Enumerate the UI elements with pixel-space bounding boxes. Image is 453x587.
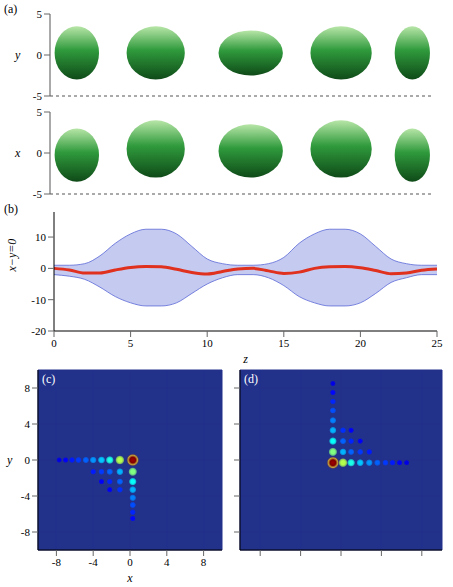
- svg-text:-8: -8: [52, 556, 62, 568]
- svg-text:5: 5: [37, 8, 43, 20]
- svg-text:8: 8: [25, 382, 31, 394]
- html-text:(b): (b): [4, 202, 18, 216]
- svg-text:-5: -5: [33, 188, 43, 200]
- svg-text:0: 0: [37, 147, 43, 159]
- html-text:(c): (c): [42, 372, 56, 386]
- html-text:(d): (d): [244, 372, 258, 386]
- svg-text:y: y: [14, 48, 21, 62]
- svg-text:25: 25: [432, 337, 444, 349]
- svg-text:0: 0: [25, 454, 31, 466]
- svg-text:y: y: [6, 453, 13, 467]
- html-text:(a): (a): [4, 2, 18, 16]
- svg-text:4: 4: [25, 418, 31, 430]
- svg-text:0: 0: [41, 262, 47, 274]
- svg-text:4: 4: [164, 556, 170, 568]
- svg-text:0: 0: [37, 49, 43, 61]
- svg-text:5: 5: [37, 106, 43, 118]
- svg-text:-4: -4: [21, 490, 31, 502]
- svg-text:-5: -5: [33, 90, 43, 102]
- svg-text:8: 8: [201, 556, 207, 568]
- svg-text:-8: -8: [21, 526, 31, 538]
- svg-text:20: 20: [355, 337, 367, 349]
- svg-text:-4: -4: [89, 556, 99, 568]
- svg-text:5: 5: [128, 337, 134, 349]
- svg-text:10: 10: [35, 231, 47, 243]
- svg-text:0: 0: [127, 556, 133, 568]
- svg-text:-10: -10: [31, 294, 46, 306]
- svg-text:0: 0: [51, 337, 57, 349]
- svg-text:x−y=0: x−y=0: [5, 239, 19, 273]
- svg-text:z: z: [242, 352, 248, 365]
- svg-text:15: 15: [278, 337, 290, 349]
- svg-text:x: x: [126, 571, 133, 584]
- svg-text:10: 10: [202, 337, 214, 349]
- svg-text:-20: -20: [31, 325, 46, 337]
- svg-text:x: x: [14, 146, 21, 160]
